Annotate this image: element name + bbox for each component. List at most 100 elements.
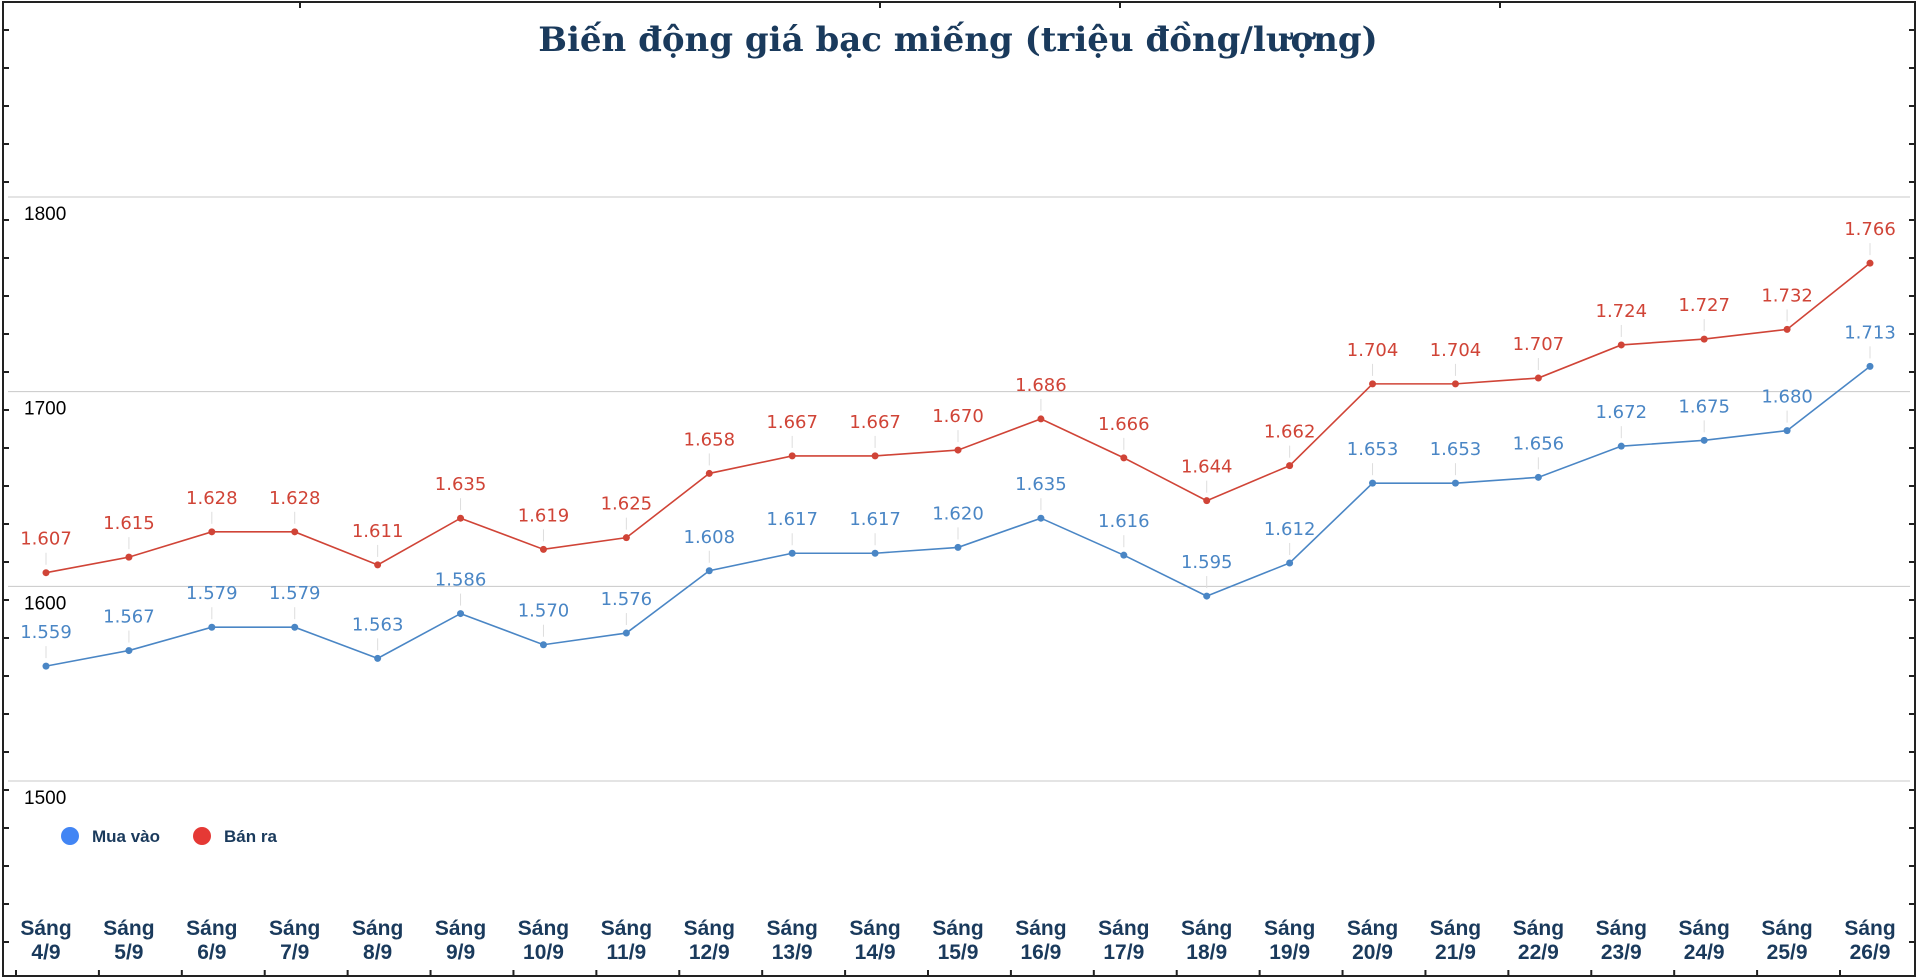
data-label: 1.680 bbox=[1761, 387, 1813, 408]
x-tick-label: 11/9 bbox=[607, 941, 647, 964]
data-label: 1.611 bbox=[352, 521, 404, 542]
data-label: 1.563 bbox=[352, 614, 404, 635]
data-label: 1.595 bbox=[1181, 552, 1233, 573]
data-point bbox=[1783, 427, 1791, 435]
legend: Mua vào Bán ra bbox=[61, 827, 277, 846]
data-label: 1.559 bbox=[20, 622, 72, 643]
data-point bbox=[1369, 479, 1377, 487]
data-point bbox=[1369, 380, 1377, 388]
x-tick-label: 13/9 bbox=[772, 941, 813, 964]
data-label: 1.667 bbox=[766, 412, 818, 433]
data-label: 1.658 bbox=[684, 429, 736, 450]
data-label: 1.635 bbox=[1015, 474, 1067, 495]
x-tick-label: Sáng bbox=[1264, 917, 1315, 940]
data-label: 1.644 bbox=[1181, 457, 1233, 478]
data-point bbox=[871, 452, 879, 460]
x-axis: Sáng4/9Sáng5/9Sáng6/9Sáng7/9Sáng8/9Sáng9… bbox=[20, 917, 1895, 964]
data-point bbox=[1700, 335, 1708, 343]
data-labels: 1.559 1.567 1.579 1.579 1.563 1.586 1.570 1.576… bbox=[20, 219, 1896, 659]
legend-label: Mua vào bbox=[92, 827, 160, 846]
data-point bbox=[125, 553, 133, 561]
data-point bbox=[954, 543, 962, 551]
x-tick-label: Sáng bbox=[1844, 917, 1895, 940]
data-label: 1.608 bbox=[684, 527, 736, 548]
series-lines bbox=[45, 262, 1871, 667]
x-tick-label: 14/9 bbox=[855, 941, 896, 964]
data-label: 1.662 bbox=[1264, 422, 1316, 443]
x-tick-label: Sáng bbox=[684, 917, 735, 940]
x-tick-label: 21/9 bbox=[1435, 941, 1476, 964]
x-tick-label: Sáng bbox=[767, 917, 818, 940]
data-point bbox=[1451, 479, 1459, 487]
data-label: 1.579 bbox=[269, 583, 321, 604]
x-tick-label: Sáng bbox=[1098, 917, 1149, 940]
data-point bbox=[788, 549, 796, 557]
data-point bbox=[1534, 473, 1542, 481]
data-point bbox=[788, 452, 796, 460]
data-point bbox=[1617, 442, 1625, 450]
y-tick-label: 1500 bbox=[24, 788, 66, 809]
data-point bbox=[125, 647, 133, 655]
legend-label: Bán ra bbox=[224, 827, 277, 846]
data-point bbox=[208, 528, 216, 536]
x-tick-label: Sáng bbox=[435, 917, 486, 940]
data-label: 1.635 bbox=[435, 474, 487, 495]
data-label: 1.567 bbox=[103, 607, 155, 628]
x-tick-label: 18/9 bbox=[1186, 941, 1227, 964]
data-label: 1.617 bbox=[849, 509, 901, 530]
data-label: 1.713 bbox=[1844, 322, 1896, 343]
x-tick-label: 7/9 bbox=[280, 941, 309, 964]
data-point bbox=[374, 561, 382, 569]
data-point bbox=[374, 654, 382, 662]
data-label: 1.628 bbox=[186, 488, 238, 509]
x-tick-label: 16/9 bbox=[1020, 941, 1061, 964]
x-tick-label: Sáng bbox=[1513, 917, 1564, 940]
data-point bbox=[1783, 325, 1791, 333]
x-tick-label: 19/9 bbox=[1269, 941, 1310, 964]
data-point bbox=[1286, 462, 1294, 470]
data-point bbox=[1534, 374, 1542, 382]
data-point bbox=[1120, 454, 1128, 462]
data-point bbox=[291, 623, 299, 631]
data-label: 1.675 bbox=[1678, 396, 1730, 417]
x-tick-label: Sáng bbox=[849, 917, 900, 940]
x-tick-label: 8/9 bbox=[363, 941, 392, 964]
data-point bbox=[1037, 415, 1045, 423]
x-tick-label: 23/9 bbox=[1601, 941, 1642, 964]
x-tick-label: Sáng bbox=[20, 917, 71, 940]
legend-marker bbox=[193, 827, 211, 845]
x-tick-label: 24/9 bbox=[1684, 941, 1725, 964]
data-label: 1.612 bbox=[1264, 519, 1316, 540]
data-point bbox=[539, 545, 547, 553]
x-tick-label: 9/9 bbox=[446, 941, 475, 964]
data-point bbox=[1700, 436, 1708, 444]
data-point bbox=[871, 549, 879, 557]
data-point bbox=[705, 469, 713, 477]
x-tick-label: Sáng bbox=[932, 917, 983, 940]
data-label: 1.667 bbox=[849, 412, 901, 433]
data-point bbox=[1866, 259, 1874, 267]
x-tick-label: 25/9 bbox=[1767, 941, 1808, 964]
x-tick-label: 5/9 bbox=[114, 941, 143, 964]
data-point bbox=[622, 534, 630, 542]
x-tick-label: Sáng bbox=[103, 917, 154, 940]
data-label: 1.615 bbox=[103, 513, 155, 534]
data-label: 1.576 bbox=[601, 589, 653, 610]
data-label: 1.666 bbox=[1098, 414, 1150, 435]
x-tick-label: Sáng bbox=[1181, 917, 1232, 940]
data-label: 1.686 bbox=[1015, 375, 1067, 396]
data-label: 1.586 bbox=[435, 570, 487, 591]
x-tick-label: Sáng bbox=[352, 917, 403, 940]
data-label: 1.704 bbox=[1430, 340, 1482, 361]
data-label: 1.607 bbox=[20, 529, 72, 550]
data-label: 1.625 bbox=[601, 494, 653, 515]
y-axis: 1500 1600 1700 1800 bbox=[24, 204, 66, 809]
x-tick-label: Sáng bbox=[1015, 917, 1066, 940]
x-tick-label: 10/9 bbox=[523, 941, 564, 964]
data-point bbox=[208, 623, 216, 631]
data-point bbox=[954, 446, 962, 454]
y-tick-label: 1700 bbox=[24, 399, 66, 420]
x-tick-label: 22/9 bbox=[1518, 941, 1559, 964]
x-tick-label: Sáng bbox=[601, 917, 652, 940]
